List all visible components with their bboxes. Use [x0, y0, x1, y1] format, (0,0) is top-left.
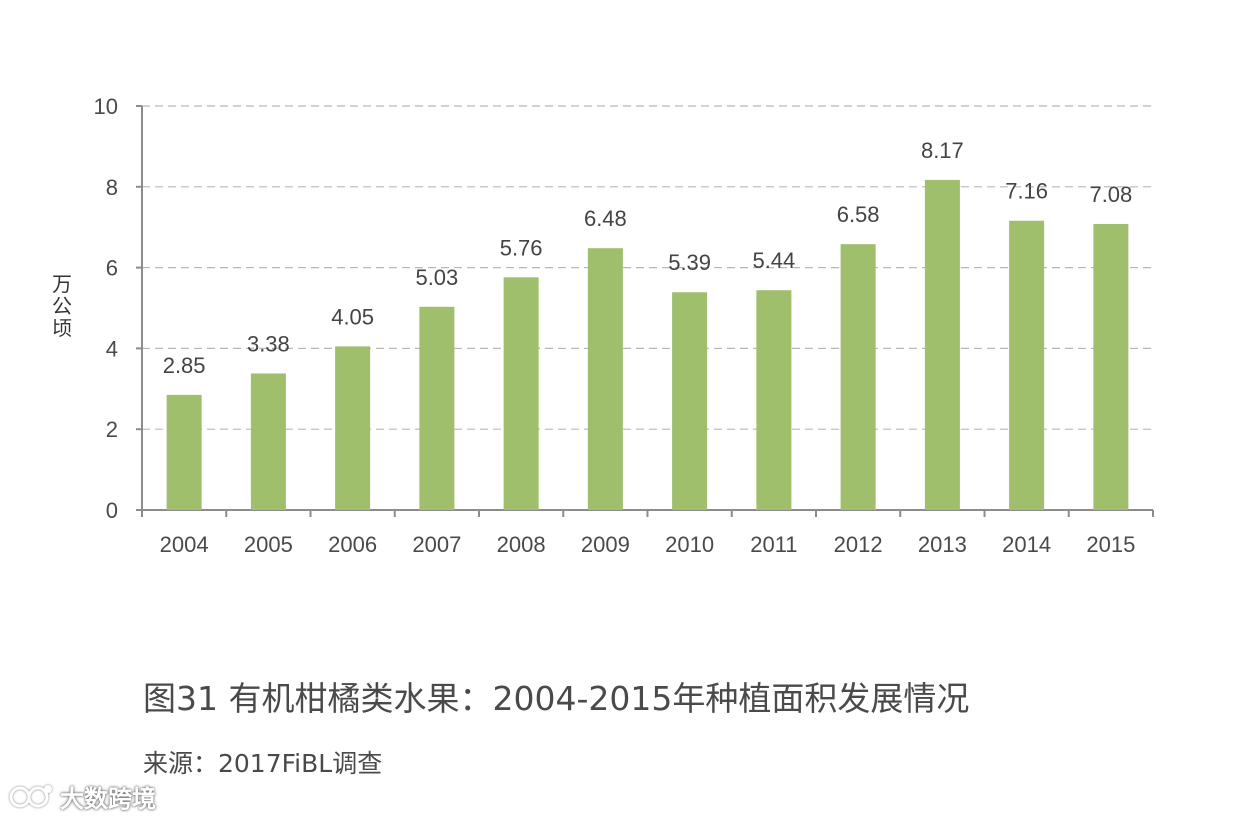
bar-2006: [335, 346, 371, 510]
y-tick-label: 2: [106, 417, 118, 442]
data-label-2013: 8.17: [921, 138, 964, 163]
axes: [136, 105, 1154, 517]
data-labels: 2.85 3.38 4.05 5.03 5.76 6.48 5.39 5.44 6.58 8.17…: [163, 138, 1133, 378]
data-label-2015: 7.08: [1089, 182, 1132, 207]
x-tick-label-2008: 2008: [497, 532, 546, 557]
bar-2015: [1093, 223, 1129, 510]
y-tick-label: 0: [106, 498, 118, 523]
bar-2014: [1009, 220, 1045, 510]
y-tick-labels: 0 2 4 6 8 10: [94, 94, 118, 523]
x-tick-label-2004: 2004: [160, 532, 209, 557]
x-tick-label-2007: 2007: [412, 532, 461, 557]
figure-source: 来源：2017FiBL调查: [143, 749, 383, 778]
data-label-2014: 7.16: [1005, 179, 1048, 204]
bars: [166, 179, 1129, 510]
data-label-2007: 5.03: [415, 265, 458, 290]
y-tick-label: 10: [94, 94, 118, 119]
x-tick-label-2012: 2012: [834, 532, 883, 557]
watermark-text: 大数跨境: [60, 784, 156, 813]
data-label-2012: 6.58: [837, 202, 880, 227]
x-tick-label-2013: 2013: [918, 532, 967, 557]
x-tick-label-2006: 2006: [328, 532, 377, 557]
bar-2007: [419, 306, 455, 510]
x-tick-label-2014: 2014: [1002, 532, 1051, 557]
y-tick-label: 4: [106, 336, 118, 361]
grid-lines: [142, 105, 1153, 430]
bar-2013: [924, 179, 960, 510]
data-label-2005: 3.38: [247, 331, 290, 356]
bar-2005: [250, 373, 286, 510]
bar-2011: [756, 290, 792, 510]
data-label-2004: 2.85: [163, 353, 206, 378]
data-label-2009: 6.48: [584, 206, 627, 231]
data-label-2011: 5.44: [752, 248, 795, 273]
bar-2010: [672, 292, 708, 510]
bar-2012: [840, 244, 876, 510]
y-tick-label: 8: [106, 175, 118, 200]
x-tick-label-2011: 2011: [750, 532, 797, 557]
y-tick-label: 6: [106, 256, 118, 281]
data-label-2010: 5.39: [668, 250, 711, 275]
logo-icon: [9, 785, 52, 808]
bar-2004: [166, 394, 202, 510]
bar-2009: [587, 248, 623, 510]
x-tick-label-2010: 2010: [665, 532, 714, 557]
x-tick-label-2009: 2009: [581, 532, 630, 557]
bar-2008: [503, 277, 539, 510]
y-axis-label: 万公顷: [52, 272, 72, 340]
data-label-2006: 4.05: [331, 304, 374, 329]
watermark: 大数跨境: [8, 776, 156, 816]
bar-chart: 2.85 3.38 4.05 5.03 5.76 6.48 5.39 5.44 6.58 8.17…: [52, 94, 1154, 557]
figure-title: 图31 有机柑橘类水果：2004-2015年种植面积发展情况: [143, 679, 970, 718]
x-tick-label-2015: 2015: [1086, 532, 1135, 557]
x-tick-label-2005: 2005: [244, 532, 293, 557]
data-label-2008: 5.76: [500, 235, 543, 260]
x-tick-labels: 2004 2005 2006 2007 2008 2009 2010 2011 2012 2013…: [160, 532, 1136, 557]
